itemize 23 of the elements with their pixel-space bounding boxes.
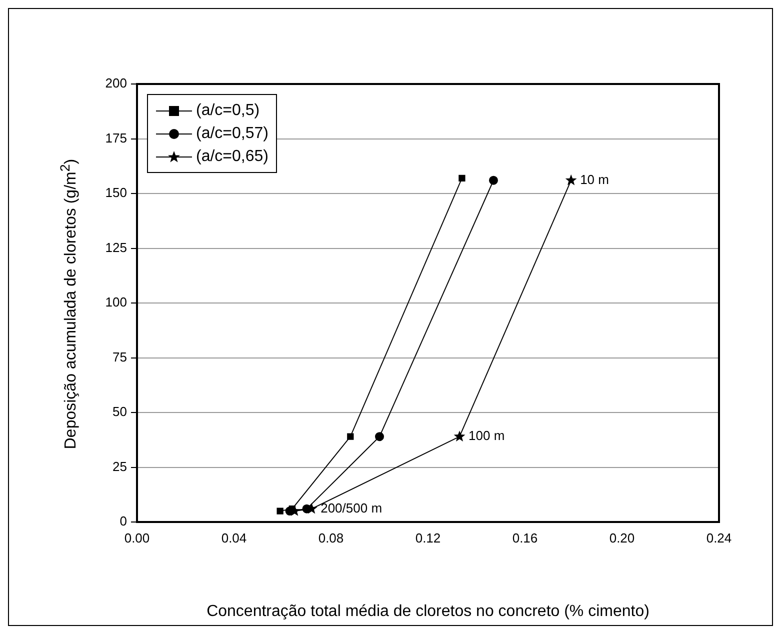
- x-tick-label: 0.12: [415, 530, 441, 546]
- y-tick-label: 100: [105, 294, 127, 310]
- legend-label: (a/c=0,65): [196, 147, 268, 167]
- x-tick-label: 0.20: [609, 530, 635, 546]
- x-tick-label: 0.04: [221, 530, 247, 546]
- annotation: 10 m: [580, 172, 609, 187]
- y-tick-label: 125: [105, 240, 127, 255]
- x-tick-label: 0.24: [706, 530, 732, 546]
- x-tick-label: 0.08: [318, 530, 344, 546]
- y-tick-label: 0: [120, 514, 127, 529]
- legend-label: (a/c=0,57): [196, 124, 268, 144]
- y-tick-label: 150: [105, 185, 127, 200]
- x-tick-label: 0.00: [124, 530, 150, 546]
- legend-label: (a/c=0,5): [196, 101, 260, 121]
- y-tick-label: 25: [112, 458, 127, 474]
- x-tick-label: 0.16: [512, 530, 538, 546]
- y-tick-label: 50: [112, 404, 127, 420]
- y-tick-label: 200: [105, 76, 127, 91]
- y-tick-label: 75: [112, 349, 127, 364]
- annotation: 100 m: [468, 428, 505, 444]
- x-axis-title: Concentração total média de cloretos no concreto (% cimento): [206, 602, 650, 620]
- annotation: 200/500 m: [320, 500, 382, 516]
- y-tick-label: 175: [105, 130, 127, 146]
